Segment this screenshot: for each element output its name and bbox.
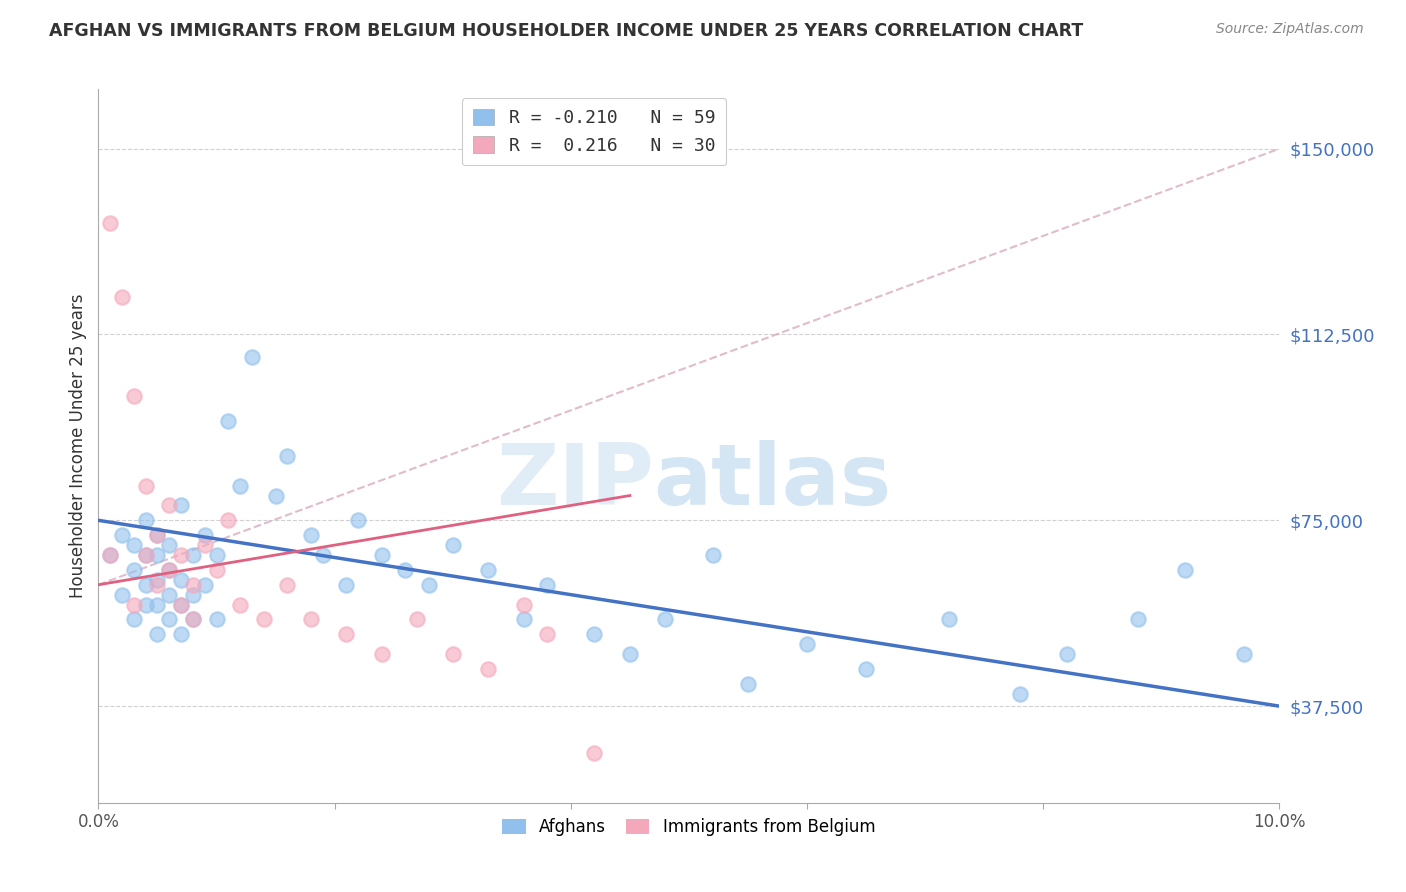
Point [229,478,252,492]
Point [181,588,204,602]
Point [477,563,499,577]
Point [371,548,394,562]
Point [205,548,228,562]
Point [146,578,169,592]
Text: ZIP: ZIP [496,440,654,524]
Point [418,578,440,592]
Point [146,548,169,562]
Point [170,627,193,641]
Point [157,499,180,513]
Point [122,612,145,626]
Point [796,637,818,651]
Point [1056,647,1078,661]
Point [335,578,357,592]
Point [122,563,145,577]
Point [855,662,877,676]
Point [240,350,263,364]
Point [394,563,416,577]
Point [441,647,464,661]
Point [217,414,239,428]
Point [406,612,429,626]
Point [146,598,169,612]
Point [276,449,298,463]
Point [583,627,606,641]
Point [122,538,145,552]
Text: Source: ZipAtlas.com: Source: ZipAtlas.com [1216,22,1364,37]
Point [371,647,394,661]
Point [194,528,217,542]
Text: atlas: atlas [654,440,891,524]
Point [111,290,134,304]
Point [229,598,252,612]
Point [264,489,287,503]
Point [205,612,228,626]
Point [146,528,169,542]
Point [181,612,204,626]
Point [111,588,134,602]
Point [135,478,157,492]
Point [1126,612,1149,626]
Point [1174,563,1197,577]
Point [702,548,724,562]
Point [170,548,193,562]
Point [98,548,121,562]
Point [157,563,180,577]
Point [299,528,322,542]
Point [619,647,641,661]
Point [1008,687,1031,701]
Point [1233,647,1256,661]
Point [146,627,169,641]
Point [194,538,217,552]
Point [135,548,157,562]
Point [98,216,121,230]
Point [157,563,180,577]
Point [170,598,193,612]
Point [170,499,193,513]
Point [170,573,193,587]
Point [122,598,145,612]
Point [135,513,157,527]
Point [347,513,370,527]
Point [335,627,357,641]
Point [299,612,322,626]
Point [512,598,534,612]
Point [536,627,558,641]
Point [654,612,676,626]
Point [441,538,464,552]
Point [157,538,180,552]
Point [276,578,298,592]
Point [181,548,204,562]
Point [737,677,759,691]
Point [98,548,121,562]
Point [122,389,145,403]
Y-axis label: Householder Income Under 25 years: Householder Income Under 25 years [69,293,87,599]
Point [146,573,169,587]
Point [253,612,276,626]
Point [157,588,180,602]
Point [536,578,558,592]
Point [205,563,228,577]
Point [111,528,134,542]
Point [938,612,960,626]
Point [181,578,204,592]
Point [477,662,499,676]
Point [512,612,534,626]
Point [146,528,169,542]
Point [312,548,335,562]
Point [135,578,157,592]
Point [583,746,606,760]
Point [194,578,217,592]
Point [181,612,204,626]
Point [135,598,157,612]
Point [157,612,180,626]
Point [135,548,157,562]
Legend: Afghans, Immigrants from Belgium: Afghans, Immigrants from Belgium [494,810,884,845]
Point [217,513,239,527]
Point [170,598,193,612]
Text: AFGHAN VS IMMIGRANTS FROM BELGIUM HOUSEHOLDER INCOME UNDER 25 YEARS CORRELATION : AFGHAN VS IMMIGRANTS FROM BELGIUM HOUSEH… [49,22,1084,40]
